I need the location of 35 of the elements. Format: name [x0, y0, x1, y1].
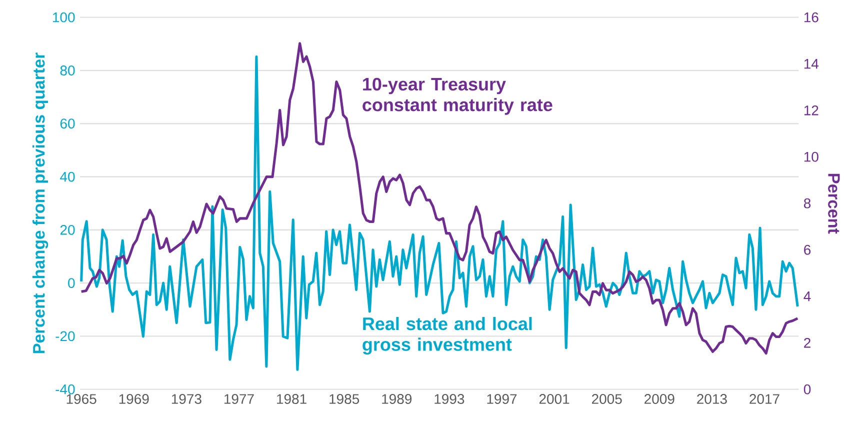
- x-tick-label: 2005: [592, 394, 622, 404]
- series-label: 10-year Treasury constant maturity rate: [362, 78, 552, 115]
- y-tick-label: 40: [60, 172, 75, 182]
- x-tick-label: 2013: [697, 394, 727, 404]
- x-tick-label: 1981: [277, 394, 306, 404]
- y-tick-label: 0: [68, 278, 75, 288]
- y-tick-label: 80: [60, 66, 75, 76]
- y2-tick-label: 12: [804, 106, 818, 116]
- y-tick-label: 60: [60, 118, 75, 129]
- x-tick-label: 1989: [382, 394, 412, 404]
- x-tick-label: 1993: [434, 394, 464, 404]
- y2-tick-label: 0: [804, 384, 811, 394]
- x-tick-label: 1985: [330, 394, 360, 404]
- x-tick-label: 1969: [119, 394, 149, 404]
- x-tick-label: 1965: [66, 394, 96, 404]
- y2-tick-label: 4: [804, 292, 811, 302]
- y2-tick-label: 2: [804, 338, 810, 348]
- y2-tick-label: 6: [804, 245, 811, 255]
- y2-tick-label: 8: [804, 198, 811, 208]
- y-tick-label: -40: [56, 384, 75, 394]
- y-tick-label: 100: [53, 12, 75, 22]
- y-tick-label: -20: [56, 331, 75, 342]
- y2-tick-label: 16: [804, 12, 818, 22]
- x-tick-label: 1997: [487, 394, 517, 404]
- x-tick-label: 1977: [224, 394, 254, 404]
- y-tick-label: 20: [60, 225, 75, 236]
- y-axis-title: Percent change from previous quarter: [32, 52, 48, 354]
- y2-tick-label: 14: [804, 59, 819, 69]
- x-tick-label: 2009: [644, 394, 674, 404]
- series-label: Real state and local gross investment: [362, 317, 532, 355]
- y2-axis-title: Percent: [828, 174, 840, 234]
- x-tick-label: 1973: [172, 394, 202, 404]
- x-tick-label: 2017: [750, 394, 780, 404]
- y2-tick-label: 10: [804, 152, 818, 162]
- x-tick-label: 2001: [539, 394, 570, 404]
